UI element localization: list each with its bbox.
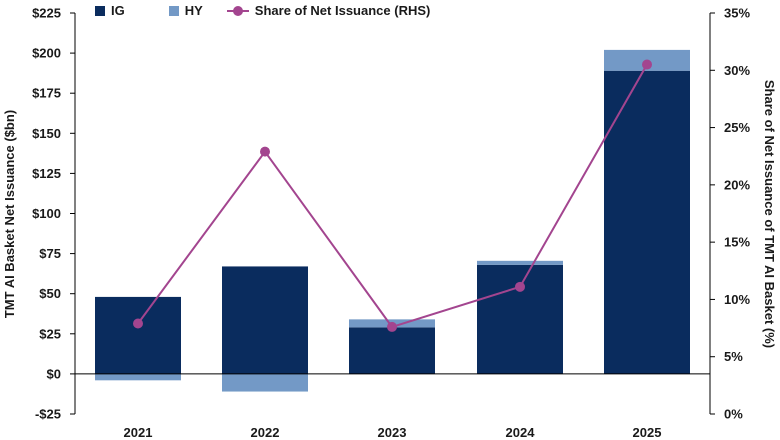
bar-ig-2023	[349, 327, 435, 374]
legend-label-ig: IG	[111, 3, 125, 18]
right-tick-label: 35%	[724, 6, 750, 21]
line-marker-icon	[226, 5, 249, 16]
left-tick-label: $25	[39, 326, 61, 341]
x-tick-label: 2021	[124, 425, 153, 440]
share-marker-2025	[642, 59, 652, 70]
bar-ig-2022	[222, 266, 308, 374]
right-tick-label: 0%	[724, 407, 743, 422]
x-tick-label: 2025	[633, 425, 662, 440]
left-tick-label: -$25	[35, 407, 61, 422]
left-axis-title: TMT AI Basket Net Issuance ($bn)	[2, 110, 17, 318]
bar-hy-2024	[477, 260, 563, 265]
bar-ig-2021	[95, 296, 181, 374]
legend: IG HY Share of Net Issuance (RHS)	[95, 3, 450, 18]
left-tick-label: $50	[39, 286, 61, 301]
legend-label-share: Share of Net Issuance (RHS)	[254, 3, 431, 18]
bar-ig-2025	[604, 70, 690, 374]
left-tick-label: $150	[32, 126, 61, 141]
share-marker-2021	[133, 318, 143, 329]
bar-ig-2024	[477, 264, 563, 374]
left-tick-label: $175	[32, 86, 61, 101]
legend-item-hy: HY	[168, 3, 203, 18]
right-tick-label: 25%	[724, 120, 750, 135]
right-tick-label: 20%	[724, 177, 750, 192]
share-marker-2023	[387, 321, 397, 332]
legend-item-ig: IG	[95, 3, 125, 18]
left-tick-label: $225	[32, 6, 61, 21]
share-marker-2024	[515, 281, 525, 292]
left-tick-label: $125	[32, 166, 61, 181]
share-marker-2022	[260, 146, 270, 157]
bar-hy-2022	[222, 373, 308, 392]
hy-swatch-icon	[168, 5, 179, 16]
x-tick-label: 2023	[378, 425, 407, 440]
ig-swatch-icon	[95, 5, 105, 16]
legend-item-share: Share of Net Issuance (RHS)	[226, 3, 431, 18]
legend-label-hy: HY	[184, 3, 203, 18]
left-tick-label: $200	[32, 46, 61, 61]
share-line	[137, 64, 648, 329]
left-tick-label: $0	[47, 366, 61, 381]
left-tick-label: $100	[32, 206, 61, 221]
right-tick-label: 5%	[724, 349, 743, 364]
right-tick-label: 10%	[724, 292, 750, 307]
right-tick-label: 15%	[724, 235, 750, 250]
bar-hy-2021	[95, 373, 181, 381]
x-tick-label: 2024	[506, 425, 536, 440]
right-tick-label: 30%	[724, 63, 750, 78]
right-axis-title: Share of Net Issuance of TMT AI Basket (…	[762, 80, 777, 348]
left-tick-label: $75	[39, 246, 61, 261]
x-tick-label: 2022	[251, 425, 280, 440]
